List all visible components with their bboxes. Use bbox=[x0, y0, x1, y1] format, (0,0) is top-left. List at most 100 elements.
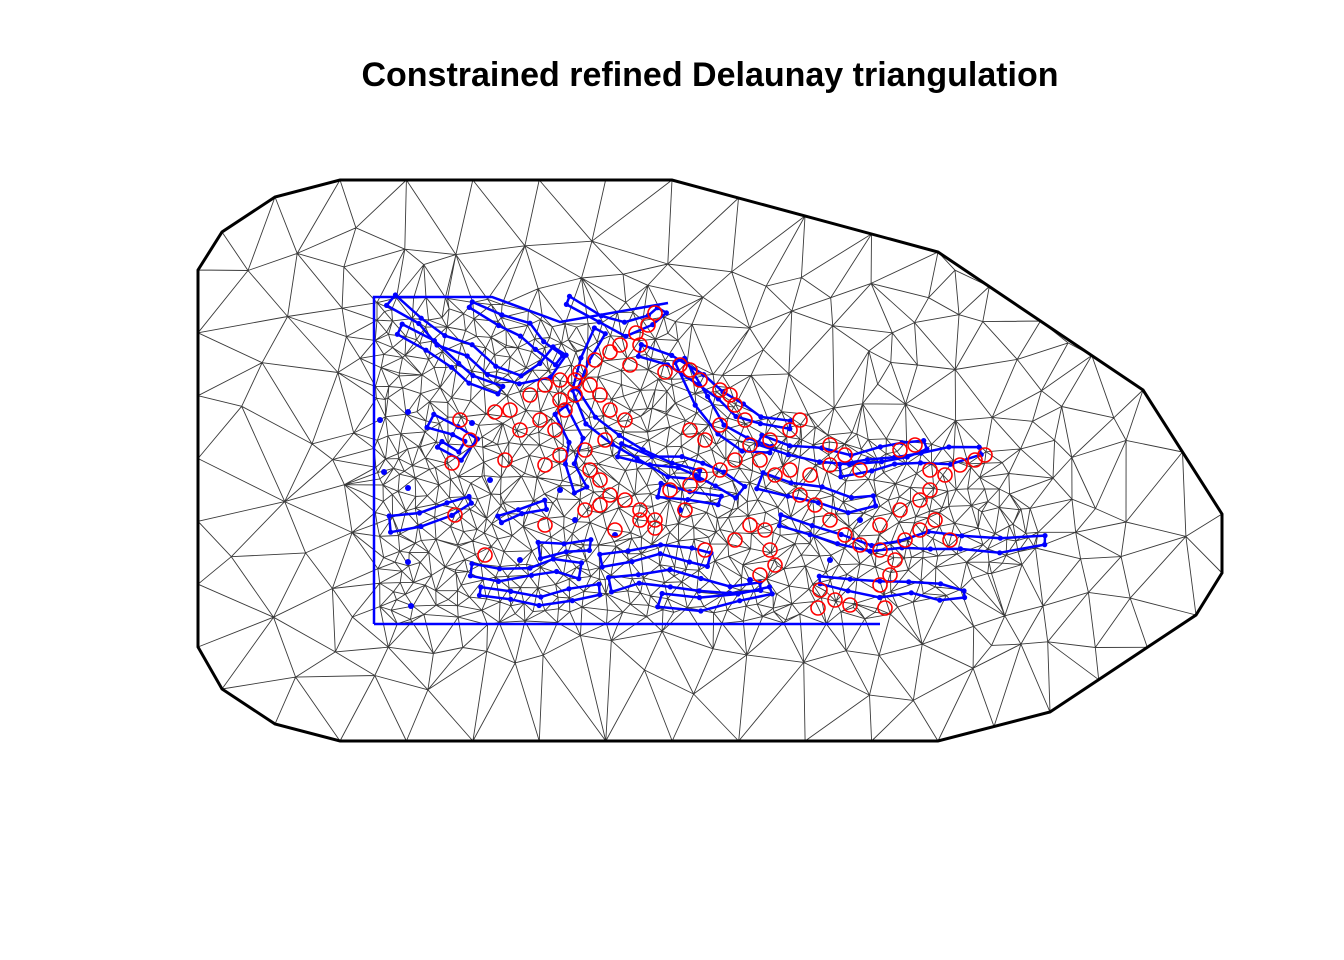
constraint-vertex bbox=[873, 503, 879, 509]
observation-point bbox=[742, 437, 758, 453]
observation-point bbox=[497, 452, 513, 468]
constraint-vertex bbox=[938, 581, 944, 587]
observation-point bbox=[810, 600, 826, 616]
constraint-vertex bbox=[817, 459, 823, 465]
observation-point bbox=[502, 402, 518, 418]
constraint-vertex bbox=[696, 595, 703, 601]
constraint-vertex bbox=[424, 424, 430, 430]
observation-point bbox=[592, 497, 608, 513]
constraint-vertex bbox=[381, 469, 387, 475]
constraint-vertex bbox=[997, 550, 1003, 556]
constraint-vertex bbox=[635, 572, 641, 578]
observation-point bbox=[762, 432, 778, 448]
constraint-vertex bbox=[621, 319, 628, 325]
constraint-vertex bbox=[785, 452, 791, 458]
constraint-vertex bbox=[449, 512, 455, 519]
constraint-vertex bbox=[655, 494, 661, 500]
constraint-vertex bbox=[377, 417, 383, 423]
constraint-vertex bbox=[519, 510, 525, 517]
constraint-polygon bbox=[778, 513, 1047, 555]
constraint-vertex bbox=[571, 461, 577, 467]
constraint-vertex bbox=[735, 591, 741, 597]
constraint-vertex bbox=[877, 578, 883, 584]
observation-point bbox=[557, 402, 573, 418]
constraint-vertex bbox=[787, 418, 793, 424]
constraint-vertex bbox=[597, 592, 603, 598]
observation-point bbox=[692, 467, 708, 483]
constraint-vertex bbox=[442, 333, 448, 339]
constraint-vertex bbox=[537, 555, 544, 562]
constraint-vertex bbox=[788, 480, 794, 486]
constraint-vertex bbox=[464, 353, 470, 359]
observation-point bbox=[737, 412, 753, 428]
constraint-vertex bbox=[616, 432, 622, 438]
constraint-vertex bbox=[527, 565, 533, 571]
observation-point bbox=[452, 412, 468, 428]
constraint-vertex bbox=[563, 549, 569, 555]
constraint-vertex bbox=[649, 453, 655, 460]
observation-point bbox=[682, 422, 698, 438]
observation-point bbox=[582, 377, 598, 393]
constraint-vertex bbox=[658, 542, 664, 548]
observation-point bbox=[887, 552, 903, 568]
constraint-vertex bbox=[787, 443, 793, 449]
constraint-vertex bbox=[997, 535, 1003, 541]
observation-point bbox=[647, 512, 663, 528]
constraint-vertex bbox=[450, 432, 456, 438]
observation-point bbox=[692, 372, 708, 388]
mesh-edges bbox=[197, 179, 1223, 742]
observation-point bbox=[592, 387, 608, 403]
observation-point bbox=[567, 387, 583, 403]
observation-point bbox=[952, 457, 968, 473]
observation-point bbox=[532, 412, 548, 428]
constraint-vertex bbox=[776, 523, 783, 529]
constraint-vertex bbox=[497, 566, 503, 572]
constraint-vertex bbox=[737, 598, 743, 604]
constraint-vertex bbox=[572, 517, 578, 523]
constraint-vertex bbox=[576, 576, 582, 582]
constraint-vertex bbox=[739, 448, 745, 454]
observation-point bbox=[640, 317, 656, 333]
constraint-vertex bbox=[541, 339, 547, 345]
constraint-vertex bbox=[434, 342, 440, 348]
constraint-vertex bbox=[667, 566, 673, 573]
constraint-vertex bbox=[495, 391, 501, 397]
constraint-vertex bbox=[592, 414, 599, 420]
constraint-vertex bbox=[478, 584, 484, 590]
constraint-vertex bbox=[566, 586, 572, 592]
observation-point bbox=[547, 422, 563, 438]
observation-point bbox=[942, 532, 958, 548]
constraint-vertex bbox=[917, 460, 924, 466]
observation-point bbox=[552, 392, 568, 408]
observation-point bbox=[872, 577, 888, 593]
constraint-vertex bbox=[787, 426, 793, 432]
constraint-vertex bbox=[766, 584, 773, 590]
constraint-vertex bbox=[838, 474, 844, 480]
constraint-vertex bbox=[838, 531, 844, 538]
observation-point bbox=[712, 417, 728, 433]
constraint-vertex bbox=[712, 483, 719, 489]
constraint-vertex bbox=[634, 455, 640, 462]
constraint-vertex bbox=[500, 383, 506, 389]
constraint-vertex bbox=[629, 559, 635, 565]
observation-point bbox=[807, 497, 823, 513]
observation-point bbox=[727, 452, 743, 468]
observation-point bbox=[662, 482, 678, 498]
constraint-vertex bbox=[692, 402, 698, 408]
constraint-vertex bbox=[921, 438, 927, 444]
constraint-vertex bbox=[580, 435, 586, 441]
observation-point bbox=[632, 337, 648, 353]
observation-point bbox=[977, 447, 993, 463]
outer-boundary bbox=[196, 178, 1224, 743]
constraint-vertex bbox=[747, 577, 753, 583]
observation-point bbox=[822, 512, 838, 528]
constraint-vertex bbox=[405, 409, 411, 415]
constraint-vertex bbox=[947, 461, 954, 467]
observation-point bbox=[782, 462, 798, 478]
constraint-vertex bbox=[434, 444, 441, 450]
observation-point bbox=[822, 457, 838, 473]
constraint-vertex bbox=[892, 461, 898, 467]
constraint-vertex bbox=[528, 572, 535, 578]
constraint-vertex bbox=[924, 446, 930, 452]
constraint-vertex bbox=[1042, 533, 1048, 539]
